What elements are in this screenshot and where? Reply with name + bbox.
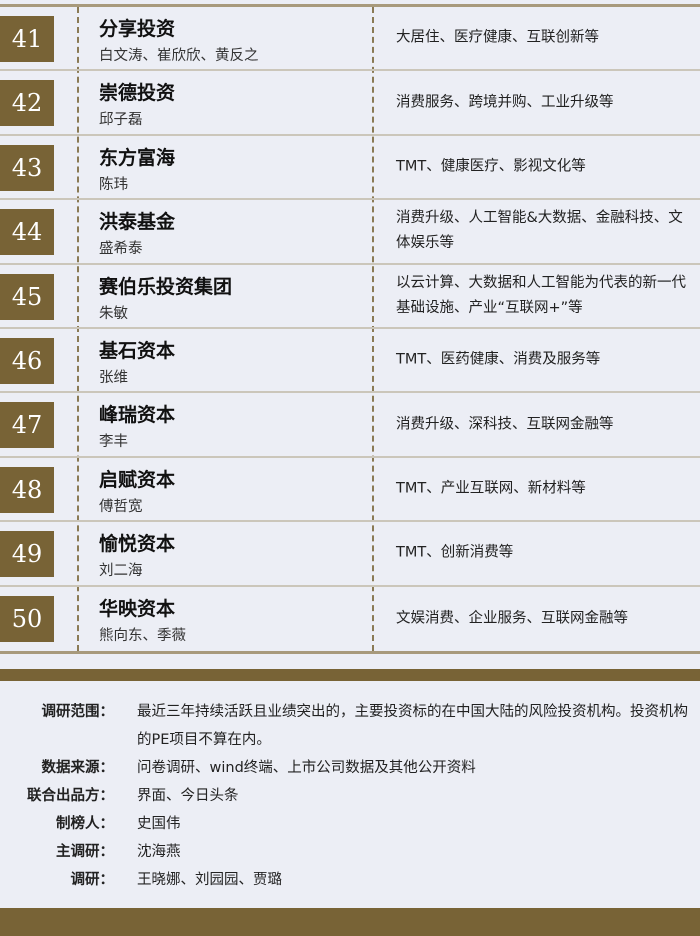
note-line: 制榜人： 史国伟 (0, 810, 700, 838)
note-label: 调研： (70, 872, 115, 888)
table-row: 47 峰瑞资本 李丰 消费升级、深科技、互联网金融等 (0, 393, 700, 458)
note-value: 界面、今日头条 (137, 788, 239, 804)
key-people: 刘二海 (99, 563, 143, 580)
firm-name: 峰瑞资本 (99, 404, 176, 427)
ranking-table: 41 分享投资 白文涛、崔欣欣、黄反之 大居住、医疗健康、互联创新等 42 崇德投… (0, 4, 700, 654)
table-row: 41 分享投资 白文涛、崔欣欣、黄反之 大居住、医疗健康、互联创新等 (0, 7, 700, 72)
firm-name: 启赋资本 (99, 468, 176, 491)
firm-name: 分享投资 (99, 18, 176, 40)
firm-name: 东方富海 (99, 146, 176, 169)
investment-focus: 消费升级、人工智能&大数据、金融科技、文体娱乐等 (396, 210, 683, 252)
note-value: 沈海燕 (137, 844, 181, 860)
firm-name: 华映资本 (99, 597, 176, 620)
firm-name: 洪泰基金 (99, 211, 176, 234)
column-divider (372, 7, 374, 651)
investment-focus: TMT、健康医疗、影视文化等 (396, 158, 586, 175)
investment-focus: TMT、医药健康、消费及服务等 (396, 351, 601, 368)
note-label: 数据来源： (41, 760, 115, 776)
note-line: 联合出品方： 界面、今日头条 (0, 782, 700, 810)
firm-name: 崇德投资 (99, 82, 176, 105)
note-value: 问卷调研、wind终端、上市公司数据及其他公开资料 (137, 760, 476, 776)
investment-focus: TMT、创新消费等 (396, 544, 514, 561)
investment-focus: 消费升级、深科技、互联网金融等 (396, 416, 614, 433)
key-people: 熊向东、季薇 (99, 627, 186, 644)
table-row: 48 启赋资本 傅哲宽 TMT、产业互联网、新材料等 (0, 458, 700, 523)
rank-badge: 44 (0, 209, 54, 256)
table-row: 49 愉悦资本 刘二海 TMT、创新消费等 (0, 522, 700, 587)
table-row: 46 基石资本 张维 TMT、医药健康、消费及服务等 (0, 329, 700, 394)
table-row: 45 赛伯乐投资集团 朱敏 以云计算、大数据和人工智能为代表的新一代基础设施、产… (0, 265, 700, 329)
divider-band (0, 669, 700, 681)
note-value: 王晓娜、刘园园、贾璐 (137, 872, 282, 888)
key-people: 朱敏 (99, 305, 128, 322)
note-value: 史国伟 (137, 816, 181, 832)
firm-name: 愉悦资本 (99, 533, 176, 556)
key-people: 李丰 (99, 434, 128, 451)
firm-name: 基石资本 (99, 339, 176, 362)
rank-badge: 50 (0, 595, 54, 642)
rank-badge: 46 (0, 337, 54, 384)
table-row: 43 东方富海 陈玮 TMT、健康医疗、影视文化等 (0, 136, 700, 201)
key-people: 邱子磊 (99, 112, 143, 129)
rank-badge: 47 (0, 402, 54, 449)
investment-focus: 文娱消费、企业服务、互联网金融等 (396, 610, 628, 627)
note-line: 调研： 王晓娜、刘园园、贾璐 (0, 866, 700, 894)
note-line: 调研范围： 最近三年持续活跃且业绩突出的，主要投资标的在中国大陆的风险投资机构。投… (0, 698, 700, 754)
footer-bar (0, 908, 700, 936)
investment-focus: 消费服务、跨境并购、工业升级等 (396, 94, 614, 111)
note-label: 调研范围： (41, 704, 115, 720)
table-row: 44 洪泰基金 盛希泰 消费升级、人工智能&大数据、金融科技、文体娱乐等 (0, 200, 700, 265)
key-people: 张维 (99, 369, 128, 386)
note-line: 主调研： 沈海燕 (0, 838, 700, 866)
key-people: 白文涛、崔欣欣、黄反之 (99, 48, 259, 64)
column-divider (77, 7, 79, 651)
firm-name: 赛伯乐投资集团 (99, 275, 233, 298)
rank-badge: 49 (0, 531, 54, 578)
notes-section: 调研范围： 最近三年持续活跃且业绩突出的，主要投资标的在中国大陆的风险投资机构。投… (0, 698, 700, 894)
note-line: 数据来源： 问卷调研、wind终端、上市公司数据及其他公开资料 (0, 754, 700, 782)
investment-focus: 大居住、医疗健康、互联创新等 (396, 29, 599, 46)
table-row: 42 崇德投资 邱子磊 消费服务、跨境并购、工业升级等 (0, 71, 700, 136)
key-people: 陈玮 (99, 176, 128, 193)
rank-badge: 42 (0, 80, 54, 127)
key-people: 傅哲宽 (99, 498, 143, 515)
note-label: 制榜人： (56, 816, 114, 832)
note-value: 最近三年持续活跃且业绩突出的，主要投资标的在中国大陆的风险投资机构。投资机构的P… (137, 704, 688, 748)
rank-badge: 43 (0, 144, 54, 191)
investment-focus: TMT、产业互联网、新材料等 (396, 480, 586, 497)
rank-badge: 41 (0, 16, 54, 62)
note-label: 联合出品方： (27, 788, 114, 804)
note-label: 主调研： (56, 844, 114, 860)
investment-focus: 以云计算、大数据和人工智能为代表的新一代基础设施、产业“互联网+”等 (396, 274, 686, 316)
rank-badge: 48 (0, 466, 54, 513)
key-people: 盛希泰 (99, 241, 143, 258)
rank-badge: 45 (0, 273, 54, 320)
table-row: 50 华映资本 熊向东、季薇 文娱消费、企业服务、互联网金融等 (0, 587, 700, 651)
